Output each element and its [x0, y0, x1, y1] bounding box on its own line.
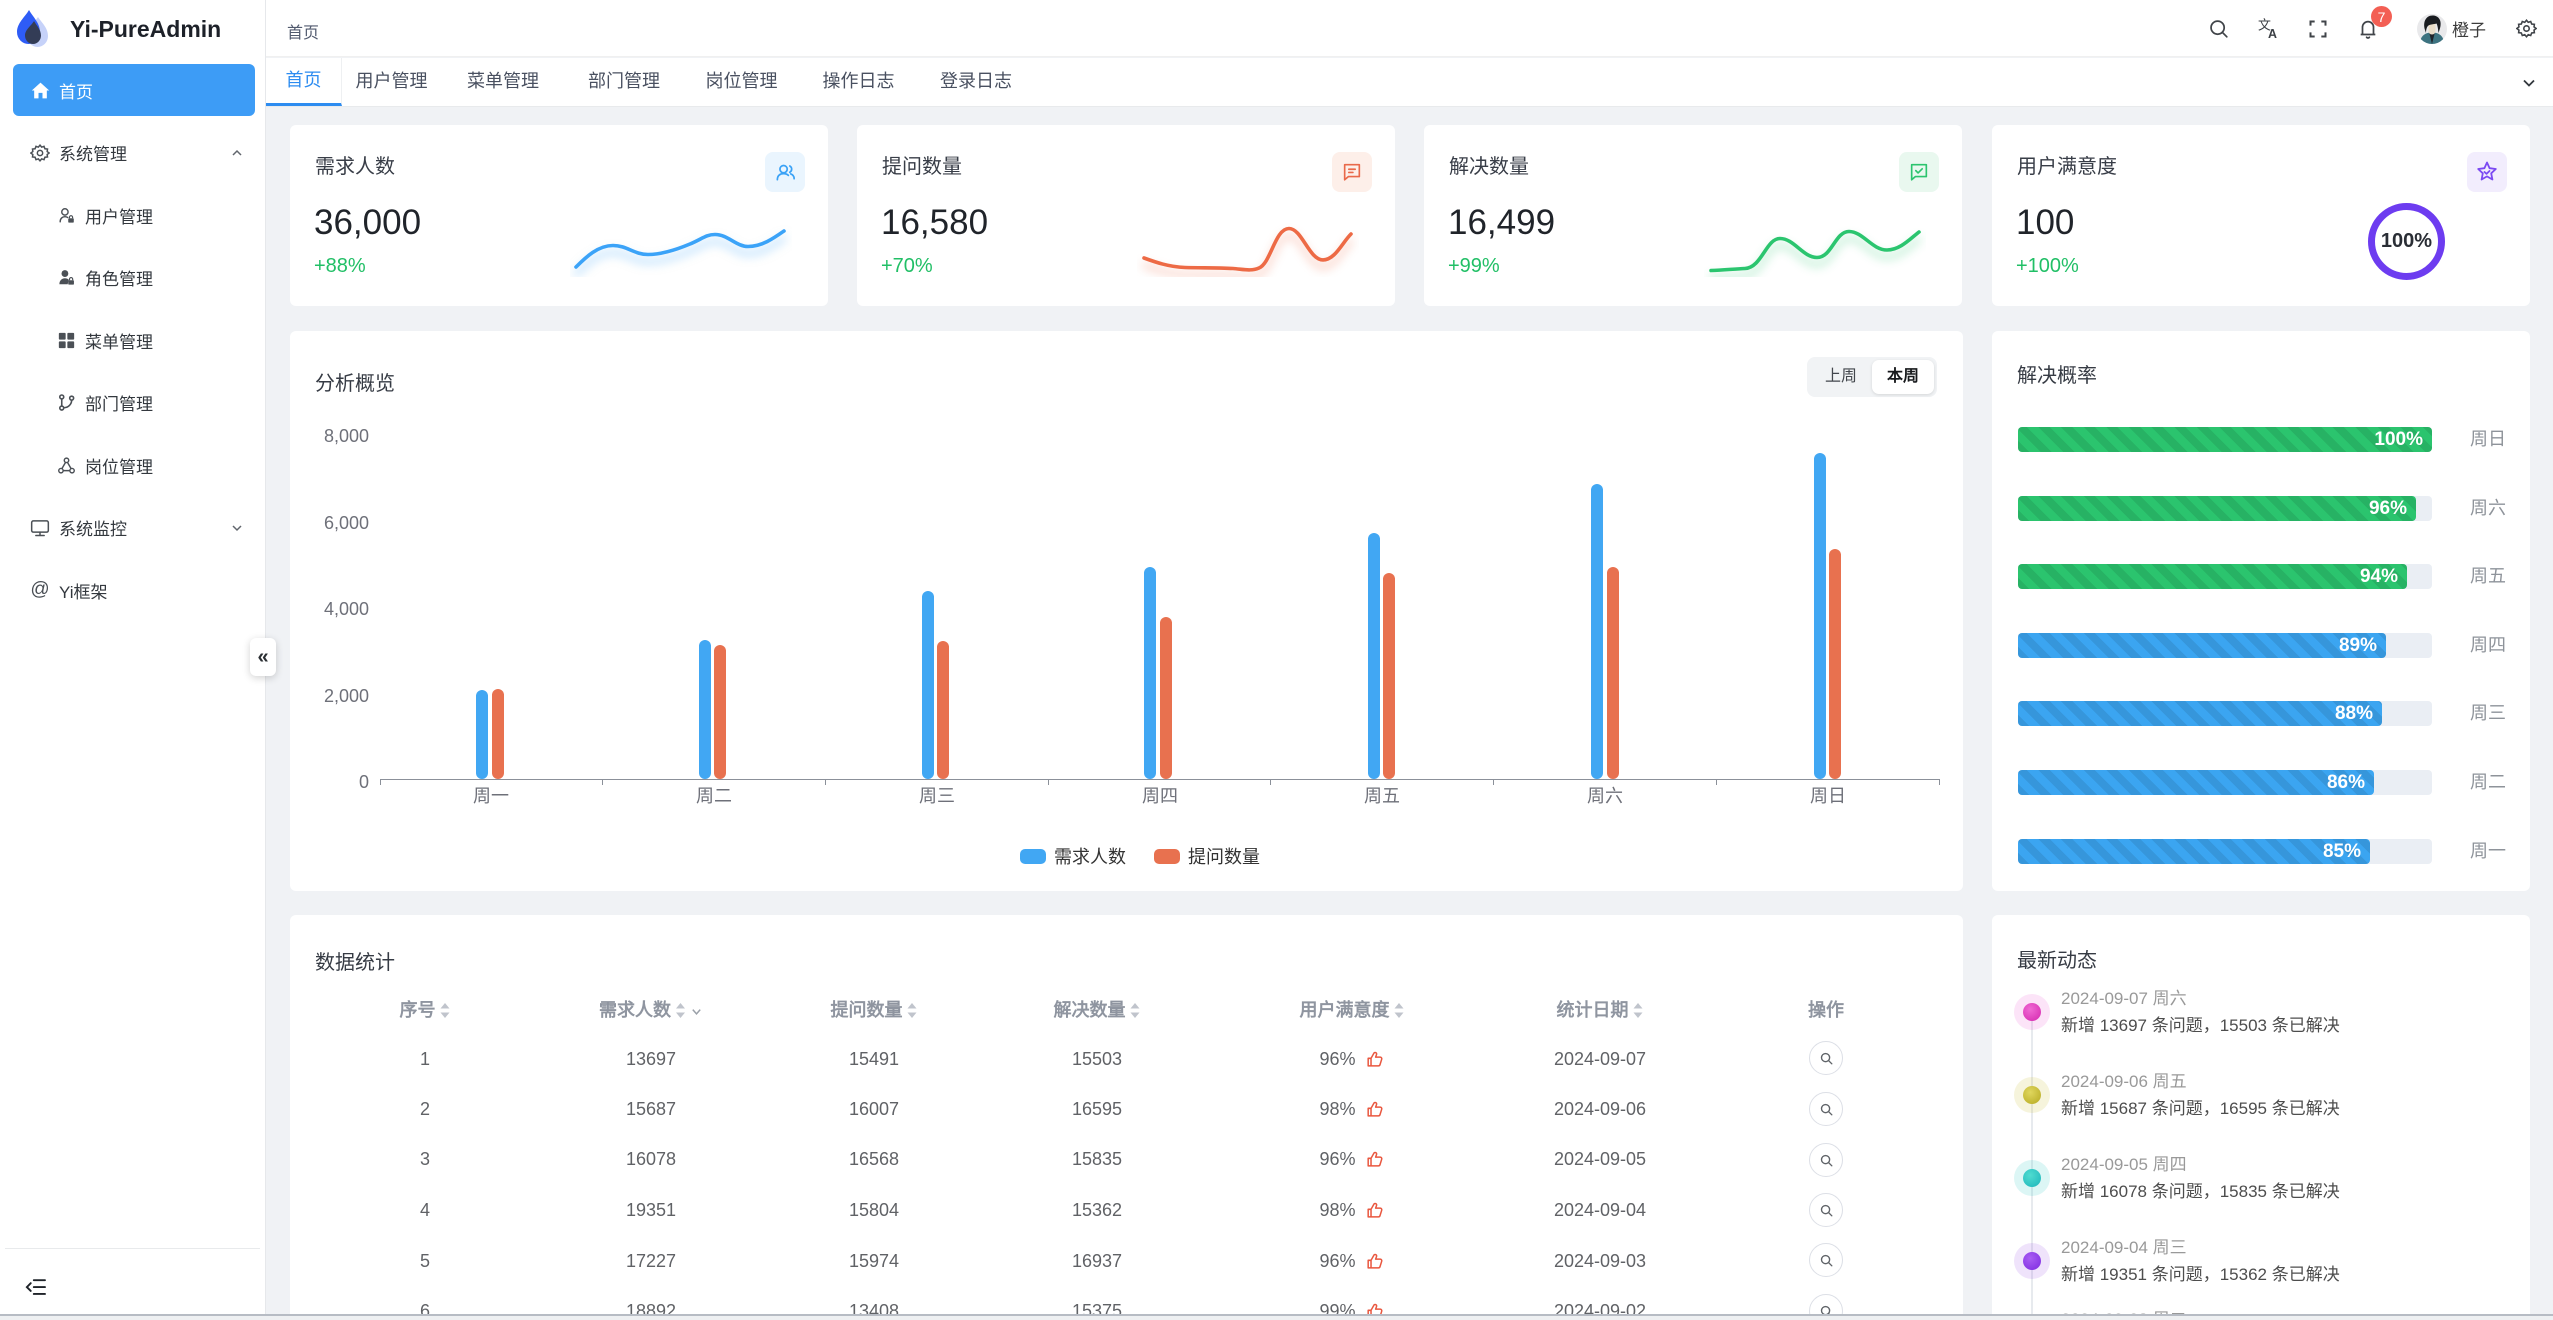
svg-text:文: 文	[2257, 17, 2270, 32]
svg-text:A: A	[2268, 27, 2277, 40]
